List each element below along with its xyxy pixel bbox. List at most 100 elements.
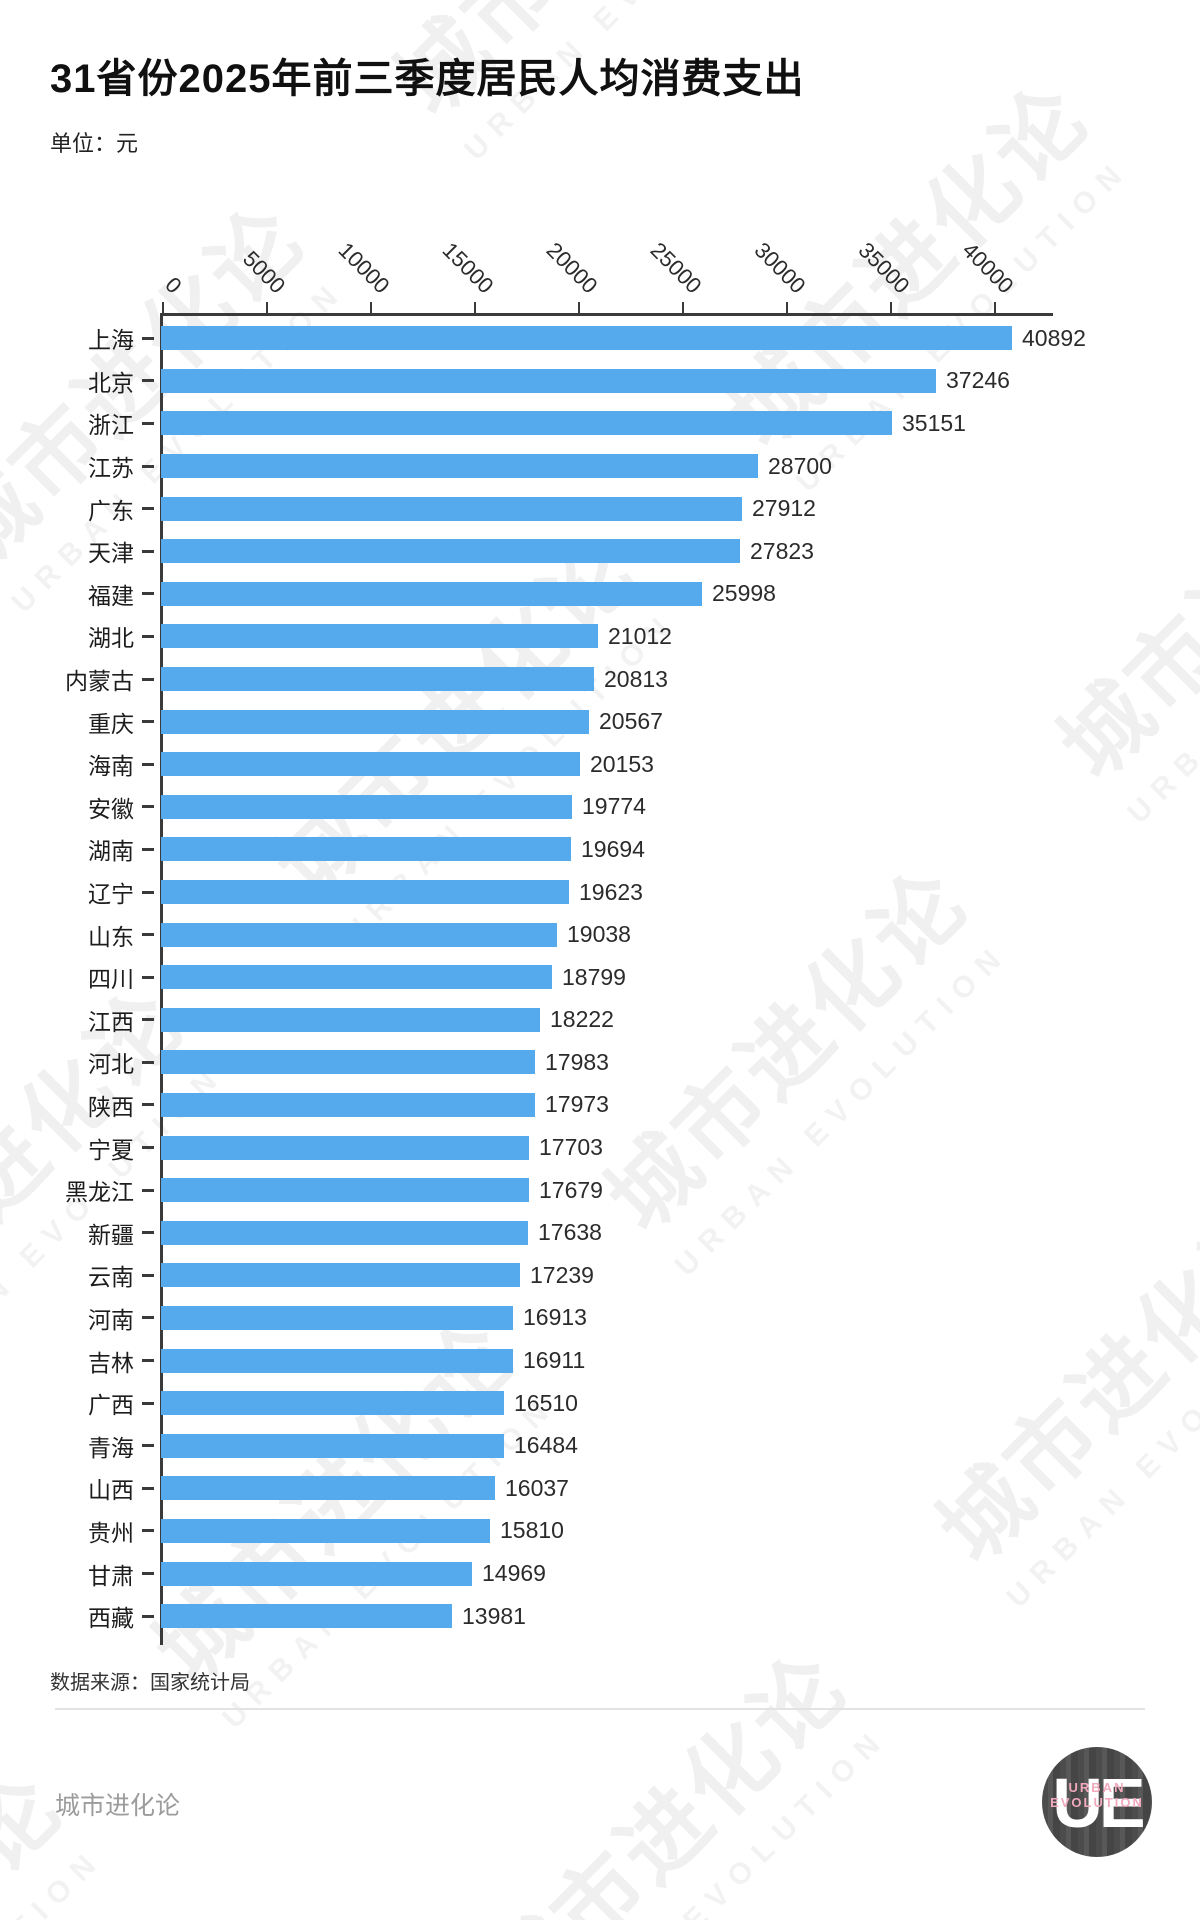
value-label: 16913 <box>523 1304 587 1331</box>
value-bar <box>161 1348 513 1373</box>
bar-row: 湖南 19694 <box>0 828 1200 871</box>
bar-row: 安徽 19774 <box>0 786 1200 829</box>
province-label: 天津 <box>88 540 134 567</box>
y-tick-mark <box>142 975 154 979</box>
province-label: 江西 <box>88 1008 134 1035</box>
x-tick-label-text: 20000 <box>541 237 603 299</box>
bar-row: 广西 16510 <box>0 1382 1200 1425</box>
bar-row: 辽宁 19623 <box>0 871 1200 914</box>
value-label: 19694 <box>581 835 645 862</box>
bar-row: 江苏 28700 <box>0 445 1200 488</box>
x-tick-mark <box>370 302 372 313</box>
y-tick-mark <box>142 464 154 468</box>
value-label: 18799 <box>562 963 626 990</box>
value-label: 19774 <box>582 793 646 820</box>
value-label: 15810 <box>500 1517 564 1544</box>
y-tick-mark <box>142 1316 154 1320</box>
x-tick-mark <box>162 302 164 313</box>
y-tick-mark <box>142 507 154 511</box>
value-bar <box>161 368 936 393</box>
x-tick-label-text: 15000 <box>437 237 499 299</box>
bar-rows: 上海 40892 北京 37246 浙江 35151 江苏 28700 广东 27912 天津 278… <box>0 317 1200 1637</box>
y-tick-mark <box>142 805 154 809</box>
bar-row: 吉林 16911 <box>0 1339 1200 1382</box>
bar-row: 山西 16037 <box>0 1467 1200 1510</box>
value-bar <box>161 1135 529 1160</box>
value-bar <box>161 539 740 564</box>
y-tick-mark <box>142 1529 154 1533</box>
province-label: 湖北 <box>88 625 134 652</box>
province-label: 江苏 <box>88 455 134 482</box>
value-bar <box>161 1518 490 1543</box>
y-tick-mark <box>142 1103 154 1107</box>
y-tick-mark <box>142 1060 154 1064</box>
footer-brand: 城市进化论 <box>55 1792 181 1820</box>
value-label: 37246 <box>946 367 1010 394</box>
x-tick-label-text: 10000 <box>333 237 395 299</box>
unit-label: 单位：元 <box>50 131 139 156</box>
value-label: 16911 <box>523 1347 586 1374</box>
value-bar <box>161 1007 540 1032</box>
y-tick-mark <box>142 1273 154 1277</box>
value-bar <box>161 1476 495 1501</box>
province-label: 河南 <box>88 1306 134 1333</box>
footer-divider <box>55 1708 1145 1710</box>
value-label: 17983 <box>545 1048 609 1075</box>
x-tick-label-text: 30000 <box>749 237 811 299</box>
bar-row: 上海 40892 <box>0 317 1200 360</box>
value-label: 17679 <box>539 1176 603 1203</box>
value-bar <box>161 922 557 947</box>
logo-caption-line1: URBAN <box>1068 1780 1126 1795</box>
y-tick-mark <box>142 1146 154 1150</box>
y-tick-mark <box>142 1359 154 1363</box>
logo-monogram-text: UE <box>1052 1764 1145 1842</box>
province-label: 宁夏 <box>88 1136 134 1163</box>
province-label: 黑龙江 <box>65 1179 134 1206</box>
bar-row: 新疆 17638 <box>0 1211 1200 1254</box>
logo-caption: URBAN EVOLUTION <box>1042 1780 1152 1810</box>
province-label: 内蒙古 <box>65 668 134 695</box>
value-label: 13981 <box>462 1602 526 1629</box>
province-label: 甘肃 <box>88 1562 134 1589</box>
bar-row: 内蒙古 20813 <box>0 658 1200 701</box>
y-tick-mark <box>142 1444 154 1448</box>
value-label: 20567 <box>599 708 663 735</box>
province-label: 重庆 <box>88 710 134 737</box>
value-bar <box>161 1561 472 1586</box>
province-label: 青海 <box>88 1434 134 1461</box>
province-label: 上海 <box>88 327 134 354</box>
x-tick-mark <box>682 302 684 313</box>
value-bar <box>161 326 1012 351</box>
value-bar <box>161 880 569 905</box>
y-tick-mark <box>142 421 154 425</box>
value-label: 14969 <box>482 1560 546 1587</box>
x-tick-label-text: 0 <box>160 271 187 299</box>
bar-row: 浙江 35151 <box>0 402 1200 445</box>
y-tick-mark <box>142 1486 154 1490</box>
y-tick-mark <box>142 1231 154 1235</box>
y-tick-mark <box>142 1614 154 1618</box>
x-tick-mark <box>578 302 580 313</box>
bar-row: 甘肃 14969 <box>0 1552 1200 1595</box>
value-bar <box>161 624 598 649</box>
value-label: 17703 <box>539 1134 603 1161</box>
x-tick-label-text: 5000 <box>238 246 291 299</box>
province-label: 湖南 <box>88 838 134 865</box>
y-tick-mark <box>142 720 154 724</box>
bar-row: 四川 18799 <box>0 956 1200 999</box>
y-tick-mark <box>142 762 154 766</box>
value-bar <box>161 1050 535 1075</box>
y-tick-mark <box>142 847 154 851</box>
value-bar <box>161 1263 520 1288</box>
value-label: 20153 <box>590 750 654 777</box>
value-label: 21012 <box>608 622 672 649</box>
value-label: 40892 <box>1022 324 1086 351</box>
province-label: 西藏 <box>88 1605 134 1632</box>
bar-row: 山东 19038 <box>0 913 1200 956</box>
value-bar <box>161 965 552 990</box>
value-label: 20813 <box>604 665 668 692</box>
value-bar <box>161 1220 528 1245</box>
bar-row: 贵州 15810 <box>0 1510 1200 1553</box>
